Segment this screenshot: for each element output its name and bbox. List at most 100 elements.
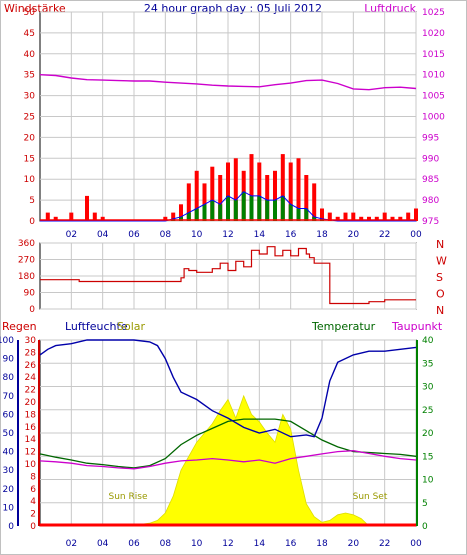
compass-label: N [436, 304, 444, 317]
wind-gust-bar [288, 162, 293, 221]
panel1-ticks: 0510152025303540455097598098599099510001… [24, 8, 446, 240]
y-left-tick-label: 5 [29, 196, 35, 206]
wind-gust-bar [249, 154, 254, 221]
y-left-tick-label: 50 [24, 8, 36, 18]
x-tick-label: 18 [316, 539, 328, 549]
y-rain-tick-label: 0 [30, 522, 36, 532]
x-tick-label: 14 [254, 230, 266, 240]
y-temp-tick-label: 25 [422, 406, 433, 416]
x-tick-label: 22 [379, 539, 390, 549]
y-humidity-tick-label: 10 [3, 503, 15, 513]
wind-avg-bar [288, 204, 293, 221]
wind-gust-bar [233, 158, 238, 221]
y-rain-tick-label: 30 [25, 336, 37, 346]
wind-gust-bar [202, 183, 207, 221]
wind-gust-bar [85, 195, 89, 221]
y-temp-tick-label: 35 [422, 359, 433, 369]
y-temp-tick-label: 20 [422, 429, 434, 439]
y-direction-tick-label: 0 [29, 305, 35, 315]
wind-avg-bar [233, 200, 238, 221]
y-rain-tick-label: 2 [30, 510, 36, 520]
y-direction-tick-label: 180 [18, 272, 35, 282]
y-rain-tick-label: 24 [25, 373, 37, 383]
x-tick-label: 06 [128, 230, 140, 240]
y-humidity-tick-label: 20 [3, 485, 15, 495]
x-tick-label: 04 [97, 539, 109, 549]
annotation-sun-rise: Sun Rise [109, 492, 148, 502]
compass-label: O [436, 288, 445, 301]
x-tick-label: 12 [222, 539, 233, 549]
panel1-marks [39, 74, 418, 222]
y-right-tick-label: 985 [422, 175, 439, 185]
x-tick-label: 10 [191, 230, 203, 240]
wind-gust-bar [273, 170, 277, 221]
wind-avg-bar [296, 208, 301, 221]
y-right-tick-label: 1025 [422, 8, 445, 18]
wind-avg-bar [218, 204, 223, 221]
y-left-tick-label: 20 [24, 133, 36, 143]
pressure-line [39, 74, 417, 91]
y-temp-tick-label: 40 [422, 336, 434, 346]
y-left-tick-label: 15 [24, 154, 35, 164]
y-right-tick-label: 1010 [422, 71, 445, 81]
legend-solar: Solar [117, 320, 146, 333]
y-right-tick-label: 995 [422, 133, 439, 143]
x-tick-label: 08 [160, 539, 172, 549]
legend-regen: Regen [2, 320, 37, 333]
wind-avg-bar [210, 200, 215, 221]
x-tick-label: 00 [410, 539, 422, 549]
wind-avg-bar [304, 208, 309, 221]
y-temp-tick-label: 0 [422, 522, 428, 532]
x-tick-label: 20 [348, 539, 360, 549]
legend-temperatur: Temperatur [311, 320, 376, 333]
wind-gust-bar [69, 212, 74, 221]
wind-avg-bar [241, 191, 246, 221]
y-rain-tick-label: 10 [25, 460, 37, 470]
wind-gust-bar [45, 212, 50, 221]
wind-avg-bar [257, 195, 262, 221]
y-humidity-tick-label: 0 [8, 522, 14, 532]
wind-gust-bar [280, 154, 285, 221]
y-right-tick-label: 1005 [422, 92, 445, 102]
wind-avg-bar [194, 208, 199, 221]
wind-gust-bar [351, 212, 356, 221]
y-left-tick-label: 35 [24, 71, 35, 81]
wind-gust-bar [390, 216, 395, 221]
y-left-tick-label: 30 [24, 92, 36, 102]
y-rain-tick-label: 18 [25, 410, 37, 420]
y-rain-tick-label: 4 [30, 497, 36, 507]
wind-avg-bar [273, 200, 277, 221]
y-left-tick-label: 45 [24, 29, 35, 39]
y-temp-tick-label: 5 [422, 499, 428, 509]
y-left-tick-label: 0 [29, 217, 35, 227]
wind-direction-line [40, 246, 416, 305]
y-humidity-tick-label: 50 [3, 429, 15, 439]
y-humidity-tick-label: 100 [0, 336, 14, 346]
wind-gust-bar [374, 216, 379, 221]
y-right-tick-label: 975 [422, 217, 439, 227]
y-direction-tick-label: 90 [24, 289, 36, 299]
pressure-axis-title: Luftdruck [364, 2, 416, 15]
y-rain-tick-label: 6 [30, 485, 36, 495]
wind-gust-bar [257, 162, 262, 221]
y-right-tick-label: 1020 [422, 29, 445, 39]
y-rain-tick-label: 22 [25, 386, 36, 396]
panel2-grid [39, 242, 417, 310]
temperature-line [39, 418, 417, 469]
compass-label: N [436, 238, 444, 251]
humidity-line [39, 339, 417, 438]
y-humidity-tick-label: 90 [3, 355, 15, 365]
wind-avg-bar [186, 212, 191, 221]
wind-gust-bar [179, 204, 183, 221]
wind-gust-bar [304, 175, 309, 221]
y-rain-tick-label: 26 [25, 361, 37, 371]
y-rain-tick-label: 16 [25, 423, 37, 433]
wind-gust-bar [359, 216, 364, 221]
wind-avg-bar [280, 195, 285, 221]
y-right-tick-label: 980 [422, 196, 439, 206]
x-tick-label: 04 [97, 230, 109, 240]
wind-gust-bar [406, 212, 411, 221]
wind-gust-bar [53, 216, 58, 221]
x-tick-label: 02 [66, 539, 77, 549]
